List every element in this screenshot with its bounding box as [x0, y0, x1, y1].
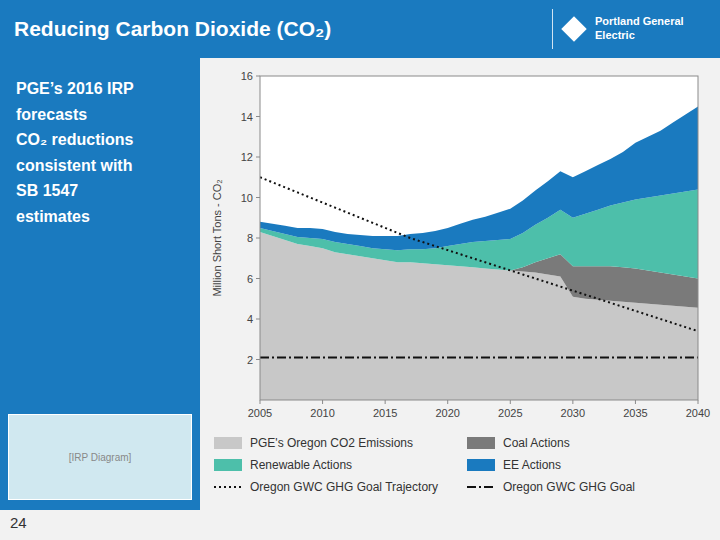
plot-frame — [260, 76, 698, 400]
x-tick-label: 2035 — [623, 407, 647, 419]
legend-patch — [467, 437, 495, 449]
x-tick-label: 2020 — [435, 407, 459, 419]
x-tick-label: 2010 — [310, 407, 334, 419]
header-bar: Reducing Carbon Dioxide (CO₂) Portland Ge… — [0, 0, 720, 58]
logo-text: Portland General Electric — [595, 15, 687, 43]
plot-area — [260, 106, 698, 400]
legend-swatch — [467, 458, 495, 472]
x-tick-label: 2005 — [248, 407, 272, 419]
x-tick — [260, 400, 261, 404]
legend-patch — [214, 437, 242, 449]
legend-item: EE Actions — [467, 458, 710, 472]
y-tick — [256, 76, 260, 77]
legend-item: Renewable Actions — [214, 458, 457, 472]
legend-label: EE Actions — [503, 458, 561, 472]
x-tick — [385, 400, 386, 404]
legend-label: Coal Actions — [503, 436, 570, 450]
y-tick — [256, 278, 260, 279]
y-tick-label: 16 — [241, 70, 253, 82]
area — [260, 106, 698, 250]
x-tick — [698, 400, 699, 404]
x-tick-label: 2030 — [561, 407, 585, 419]
y-tick — [256, 359, 260, 360]
legend-patch — [467, 459, 495, 471]
legend-swatch — [467, 480, 495, 494]
y-tick-label: 6 — [247, 273, 253, 285]
legend-label: PGE's Oregon CO2 Emissions — [250, 436, 413, 450]
legend-patch — [214, 459, 242, 471]
x-tick — [322, 400, 323, 404]
chart: 2 4 6 8 10 12 14 16 2005 2010 2015 2020 2025 2030 2035… — [208, 64, 714, 428]
y-tick-label: 10 — [241, 192, 253, 204]
legend-item: Coal Actions — [467, 436, 710, 450]
y-tick — [256, 197, 260, 198]
line — [260, 177, 698, 331]
legend-item: PGE's Oregon CO2 Emissions — [214, 436, 457, 450]
x-tick-label: 2015 — [373, 407, 397, 419]
legend-swatch — [214, 480, 242, 494]
page-number: 24 — [10, 514, 27, 531]
y-tick-label: 8 — [247, 232, 253, 244]
x-tick — [510, 400, 511, 404]
side-panel: PGE’s 2016 IRP forecasts CO₂ reductions … — [0, 58, 200, 510]
title: Reducing Carbon Dioxide (CO₂) — [14, 0, 331, 58]
legend-swatch — [467, 436, 495, 450]
legend-label: Renewable Actions — [250, 458, 352, 472]
y-tick — [256, 319, 260, 320]
y-tick-label: 2 — [247, 354, 253, 366]
y-tick — [256, 238, 260, 239]
x-tick — [447, 400, 448, 404]
y-tick-label: 12 — [241, 151, 253, 163]
legend-swatch — [214, 458, 242, 472]
y-axis-label: Million Short Tons - CO₂ — [211, 179, 223, 296]
y-tick — [256, 116, 260, 117]
reference-line — [260, 356, 698, 358]
plot-background — [260, 76, 698, 400]
side-text: PGE’s 2016 IRP forecasts CO₂ reductions … — [16, 76, 192, 230]
legend-item: Oregon GWC GHG Goal — [467, 480, 710, 494]
y-tick-label: 4 — [247, 313, 253, 325]
legend-label: Oregon GWC GHG Goal — [503, 480, 635, 494]
y-tick — [256, 157, 260, 158]
legend-label: Oregon GWC GHG Goal Trajectory — [250, 480, 438, 494]
x-tick-label: 2025 — [498, 407, 522, 419]
x-tick — [572, 400, 573, 404]
x-tick — [635, 400, 636, 404]
x-tick-label: 2040 — [686, 407, 710, 419]
legend-swatch — [214, 436, 242, 450]
legend-line — [214, 486, 242, 488]
legend-line — [467, 486, 495, 488]
logo-diamond — [561, 16, 586, 41]
legend-item: Oregon GWC GHG Goal Trajectory — [214, 480, 457, 494]
legend: PGE's Oregon CO2 Emissions Coal Actions Re… — [214, 436, 710, 494]
y-tick-label: 14 — [241, 111, 253, 123]
logo: Portland General Electric — [552, 9, 712, 49]
image-placeholder: [IRP Diagram] — [8, 414, 192, 500]
